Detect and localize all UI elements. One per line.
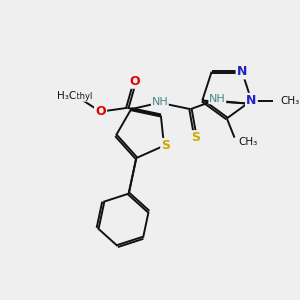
Text: S: S — [161, 139, 170, 152]
Text: NH: NH — [209, 94, 226, 103]
Text: CH₃: CH₃ — [238, 137, 258, 147]
Text: S: S — [191, 131, 200, 144]
Text: N: N — [246, 94, 256, 107]
Text: methyl: methyl — [63, 92, 92, 101]
Text: N: N — [237, 65, 247, 78]
Text: O: O — [95, 105, 106, 118]
Text: NH: NH — [152, 97, 168, 106]
Text: CH₃: CH₃ — [280, 96, 299, 106]
Text: H₃C: H₃C — [57, 91, 76, 101]
Text: O: O — [130, 74, 140, 88]
